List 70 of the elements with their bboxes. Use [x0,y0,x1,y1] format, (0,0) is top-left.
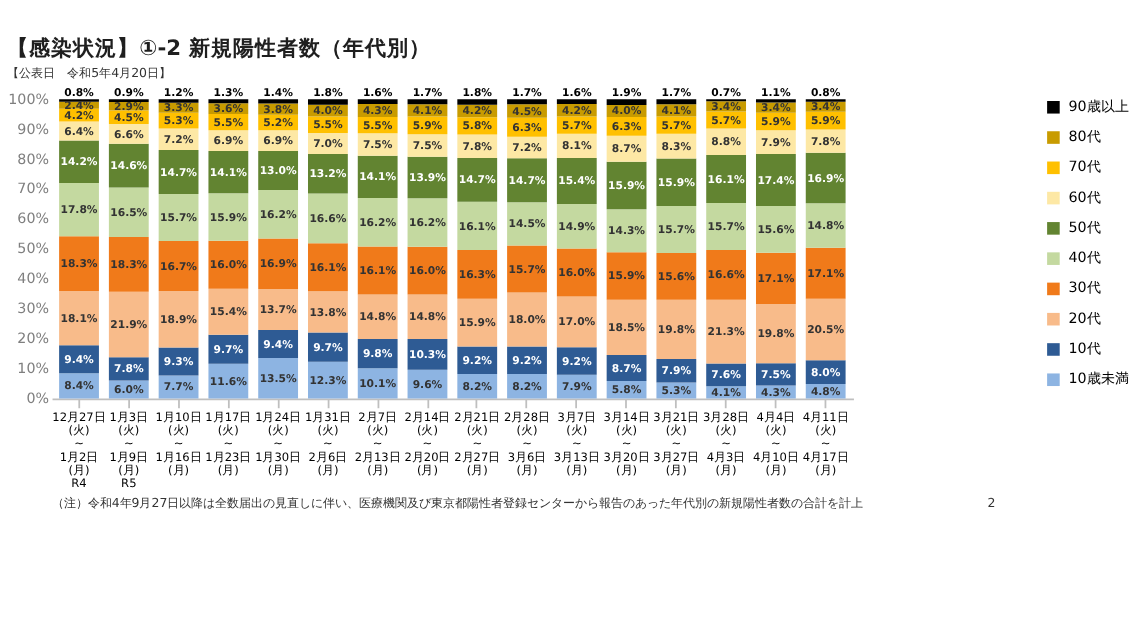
bar [556,203,597,249]
bar [457,157,498,202]
bar [755,206,796,253]
bar [656,158,697,207]
y-tick-label: 10% [17,358,50,377]
bar [805,203,846,248]
legend-label: 40代 [1068,248,1101,267]
bar [706,154,747,204]
bar [59,183,99,237]
bar [108,236,149,292]
chart-title: 【感染状況】①-2 新規陽性者数（年代別） [7,35,431,62]
y-tick-label: 60% [17,209,50,228]
bar [656,299,697,359]
bar [208,193,249,241]
bar [755,303,796,364]
bar [208,240,249,289]
legend-label: 30代 [1068,278,1101,297]
y-tick-label: 40% [17,269,50,288]
bar [457,201,498,251]
bar [706,203,747,251]
y-tick-label: 80% [17,149,50,168]
bar [556,99,597,105]
bar [556,157,597,204]
legend-label: 10代 [1068,339,1101,358]
bar [706,250,747,300]
bar [357,99,398,105]
bar [606,99,647,105]
bar [507,158,547,203]
bar [507,245,547,293]
y-tick-label: 0% [26,388,50,407]
bar [556,296,597,348]
bar [308,99,348,105]
bar [258,238,299,289]
y-tick-label: 30% [17,299,50,318]
bar [507,202,547,246]
bar [805,298,846,361]
bar [805,247,846,299]
bar [59,236,99,292]
y-tick-label: 100% [8,89,50,108]
bar [308,193,348,244]
bar [59,291,99,346]
legend-label: 80代 [1068,127,1101,146]
bar [457,99,498,105]
bar [108,291,149,358]
legend-label: 10歳未満 [1068,369,1129,388]
bar [755,154,796,207]
bar [457,250,498,299]
bar [308,291,348,333]
bar [407,99,448,105]
legend-label: 50代 [1068,217,1101,236]
legend-label: 70代 [1068,157,1101,176]
bar [357,155,398,198]
y-tick-label: 70% [17,179,50,198]
bar [108,143,149,188]
legend-label: 60代 [1068,187,1101,206]
y-tick-label: 90% [17,119,50,138]
bar [357,246,398,295]
bar [755,252,796,304]
legend-label: 20代 [1068,308,1101,327]
bar [656,206,697,254]
bar [158,291,199,348]
bar [656,253,697,300]
bar [706,299,747,364]
y-tick-label: 50% [17,239,50,258]
bar [208,288,249,335]
bar [656,99,697,105]
legend-label: 90歳以上 [1068,96,1129,115]
y-tick-label: 20% [17,329,50,348]
bar [507,99,547,105]
bar [308,243,348,292]
